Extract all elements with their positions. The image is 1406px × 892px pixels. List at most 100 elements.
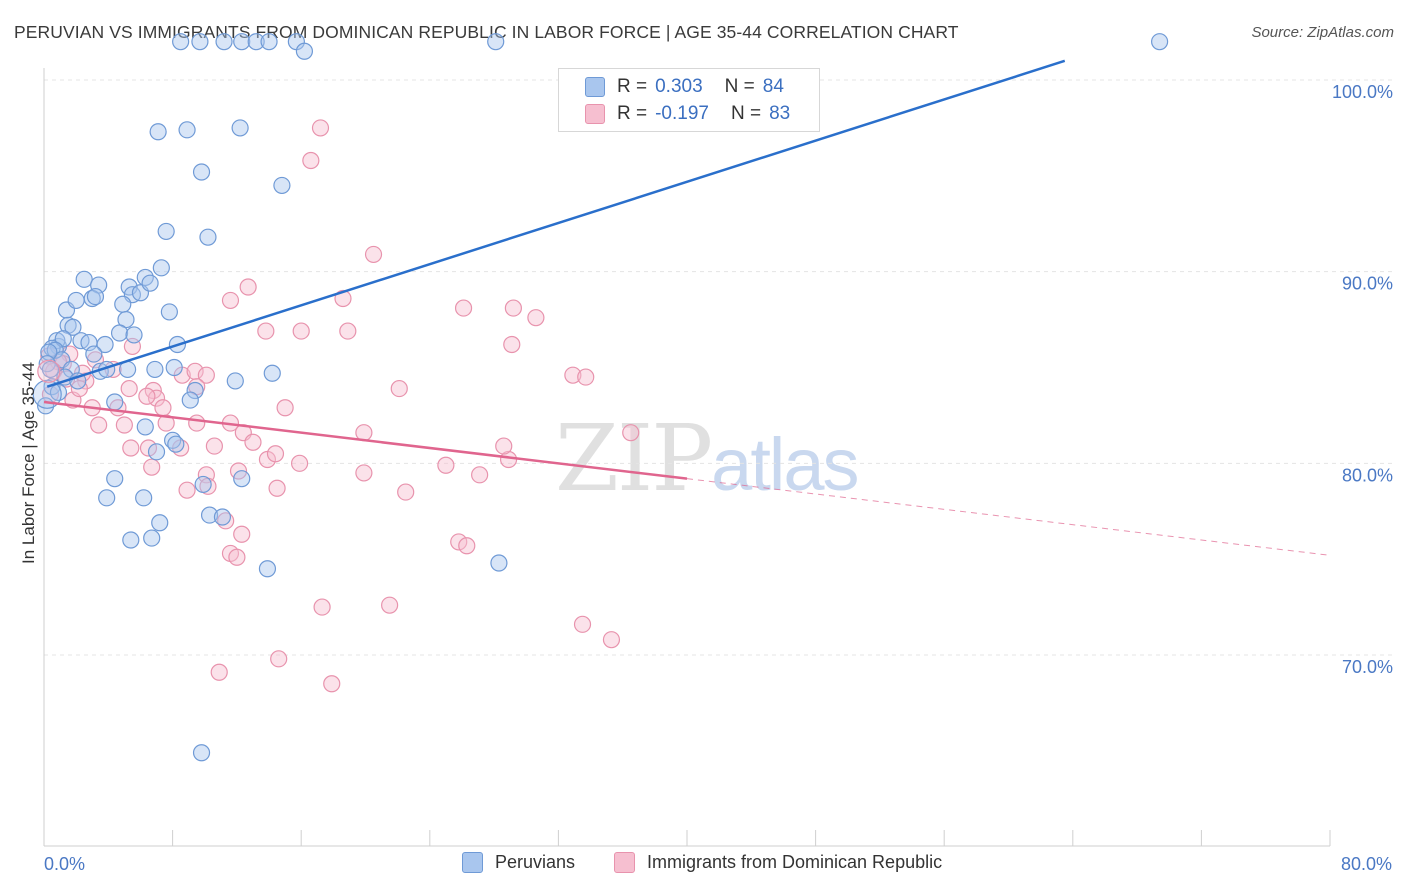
series-legend: Peruvians Immigrants from Dominican Repu… (0, 852, 1406, 878)
peruvian-trend-line (46, 59, 1066, 388)
peruvian-point (146, 360, 164, 379)
peruvian-point (231, 119, 249, 137)
peruvian-point (32, 379, 62, 409)
peruvian-point (258, 560, 277, 578)
dominican-point (90, 416, 108, 434)
dominican-point (270, 650, 288, 668)
legend-item-dominican[interactable]: Immigrants from Dominican Republic (614, 852, 942, 873)
dominican-point (120, 379, 138, 398)
peruvian-point (106, 470, 124, 488)
legend-row-dominican: R = -0.197 N = 83 (585, 101, 790, 127)
y-tick-label: 90.0% (1342, 274, 1393, 294)
peruvian-point (295, 42, 314, 60)
dominican-point (504, 299, 522, 317)
legend-r-label: R = (617, 103, 648, 124)
dominican-point (397, 483, 415, 501)
dominican-point (564, 366, 582, 384)
trend-lines (43, 59, 1331, 556)
dominican-point (527, 309, 545, 327)
peruvian-point (125, 326, 143, 344)
peruvian-point (226, 372, 244, 390)
peruvian-point (136, 418, 154, 436)
peruvian-point (122, 531, 140, 549)
dominican-point (495, 437, 513, 455)
dominican-point (602, 631, 621, 649)
legend-n-value: 84 (762, 76, 784, 97)
peruvian-point (67, 291, 85, 310)
peruvian-point (233, 470, 251, 488)
axis-labels: 70.0% 80.0% 90.0% 100.0% 0.0% 80.0% In Labor F… (19, 82, 1393, 874)
legend-label-dominican: Immigrants from Dominican Republic (647, 852, 943, 872)
dominican-point (471, 466, 489, 484)
legend-r-label: R = (617, 76, 648, 97)
peruvian-point (273, 176, 291, 195)
peruvian-point (192, 163, 211, 181)
peruvian-point (75, 270, 93, 288)
dominican-point (157, 414, 175, 432)
dominican-point (573, 615, 592, 633)
y-tick-label: 80.0% (1342, 465, 1393, 485)
dominican-point (257, 322, 275, 340)
peruvian-point (191, 33, 209, 51)
peruvian-point (167, 435, 185, 453)
dominican-trend-line (43, 400, 688, 480)
peruvian-point (263, 364, 281, 382)
peruvian-point (192, 744, 211, 762)
legend-swatch-blue (462, 852, 483, 873)
peruvian-point (157, 222, 175, 241)
peruvian-point (152, 259, 170, 277)
peruvian-point (247, 33, 265, 51)
dominican-point (339, 322, 357, 340)
watermark-zip: ZIP (555, 405, 713, 512)
grid-lines (44, 79, 1392, 656)
peruvian-point (151, 514, 169, 532)
dominican-point (454, 299, 473, 317)
dominican-point (437, 456, 455, 474)
dominican-point (302, 151, 320, 170)
y-tick-label: 70.0% (1342, 657, 1393, 677)
dominican-trend-extension (686, 478, 1331, 556)
peruvian-point (41, 360, 60, 379)
dominican-point (311, 119, 330, 137)
legend-item-peruvians[interactable]: Peruvians (462, 852, 575, 873)
peruvian-point (200, 506, 219, 524)
dominican-point (364, 245, 383, 264)
watermark: ZIPatlas (555, 405, 859, 512)
y-axis-title: In Labor Force | Age 35-44 (19, 362, 38, 564)
y-tick-label: 100.0% (1332, 82, 1393, 102)
peruvian-point (186, 381, 204, 400)
dominican-point (115, 416, 133, 434)
legend-swatch-pink (614, 852, 635, 873)
legend-swatch-blue (585, 77, 605, 97)
source-label: Source: ZipAtlas.com (1251, 24, 1394, 41)
peruvian-point (85, 345, 103, 363)
peruvian-point (165, 358, 183, 377)
dominican-point (143, 458, 161, 476)
peruvian-point (86, 287, 105, 306)
x-tick-label-max: 80.0% (1341, 854, 1392, 874)
dominican-point (188, 414, 206, 432)
x-tick-label-min: 0.0% (44, 854, 85, 874)
peruvian-point (490, 554, 508, 572)
dominican-point (292, 322, 310, 340)
peruvian-point (98, 489, 116, 507)
dominican-point (154, 399, 172, 417)
peruvian-point (213, 508, 232, 526)
peruvian-point (181, 391, 199, 409)
dominican-point (290, 454, 309, 472)
dominican-point (622, 424, 640, 442)
peruvian-point (178, 121, 196, 139)
dominican-point (381, 596, 399, 614)
dominican-point (577, 368, 595, 386)
watermark-atlas: atlas (711, 423, 859, 506)
axes (43, 68, 1331, 847)
dominican-point (390, 379, 408, 398)
peruvian-point (147, 443, 166, 461)
dominican-point (228, 548, 246, 566)
legend-r-value: -0.197 (655, 103, 709, 124)
dominican-point (244, 433, 262, 451)
dominican-point (139, 439, 158, 457)
peruvian-point (149, 123, 167, 141)
legend-n-label: N = (730, 103, 762, 124)
